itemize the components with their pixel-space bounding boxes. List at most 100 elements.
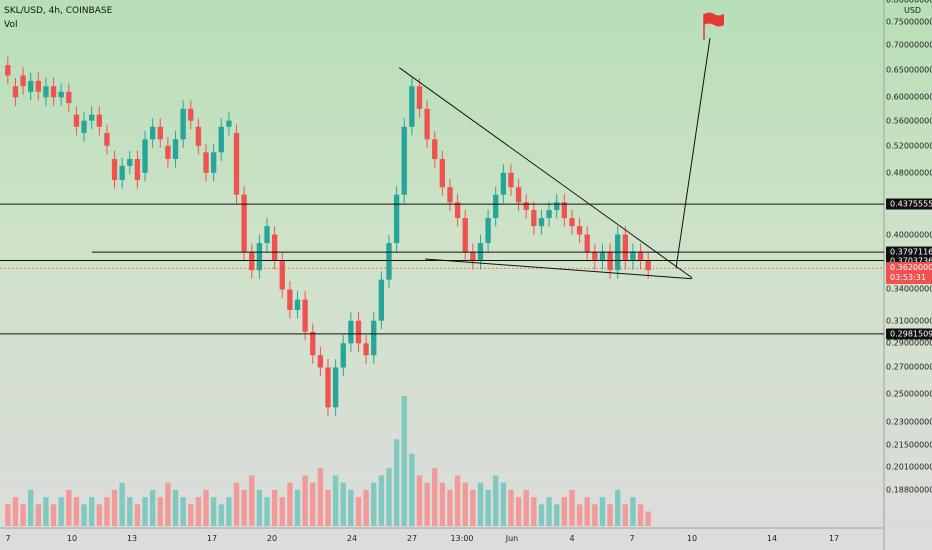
price-axis-tick: 0.20100000	[886, 462, 932, 472]
volume-bar	[188, 504, 194, 526]
candle-countdown: 03:53:31	[890, 273, 926, 283]
time-axis-tick: 10	[686, 534, 698, 543]
candle-body	[515, 187, 522, 203]
candle-body	[96, 114, 102, 127]
volume-bar	[599, 497, 606, 526]
volume-bar	[645, 511, 651, 526]
volume-bar	[264, 497, 270, 526]
candle-body	[188, 108, 194, 121]
volume-bar	[271, 489, 278, 526]
volume-bar	[569, 489, 575, 526]
time-axis-tick: 20	[266, 534, 278, 543]
candle-body	[226, 120, 232, 127]
candle-body	[119, 165, 125, 180]
candle-body	[165, 145, 171, 160]
price-axis-tick: 0.29000000	[886, 338, 932, 348]
candle-body	[157, 126, 163, 140]
candle-body	[493, 194, 499, 219]
volume-bar	[378, 475, 385, 526]
candle-body	[432, 139, 438, 160]
price-axis-tick: 0.18800000	[886, 485, 932, 495]
volume-bar	[35, 504, 41, 526]
volume-bar	[409, 453, 415, 526]
candle-body	[256, 243, 263, 271]
candle-body	[134, 159, 141, 180]
candle-body	[279, 260, 285, 290]
volume-bar	[58, 497, 64, 526]
volume-bar	[477, 482, 484, 526]
candle-body	[241, 194, 247, 252]
volume-bar	[470, 489, 476, 526]
candle-body	[195, 126, 202, 146]
candle-body	[592, 251, 598, 261]
volume-bar	[104, 497, 110, 526]
volume-bar	[302, 475, 308, 526]
volume-bar	[157, 497, 163, 526]
volume-bar	[165, 482, 171, 526]
volume-bar	[203, 489, 209, 526]
candle-body	[454, 202, 461, 219]
price-axis-tick: 0.21500000	[886, 440, 932, 450]
candle-body	[172, 139, 179, 160]
price-axis-tick: 0.34000000	[886, 284, 932, 294]
volume-bar	[546, 497, 552, 526]
volume-bar	[233, 482, 240, 526]
volume-bar	[50, 504, 57, 526]
volume-bar	[12, 497, 19, 526]
candle-body	[363, 343, 369, 356]
breakout-projection-line	[675, 37, 711, 269]
time-axis-tick: 4	[569, 534, 575, 543]
time-axis-tick: 13	[126, 534, 138, 543]
time-axis-tick: 24	[346, 534, 358, 543]
volume-bar	[28, 489, 34, 526]
volume-bar	[508, 489, 514, 526]
volume-bar	[279, 497, 285, 526]
time-axis-tick: 10	[66, 534, 78, 543]
candle-body	[12, 86, 19, 98]
price-axis-tick: 0.60000000	[886, 92, 932, 102]
volume-bar	[127, 497, 133, 526]
candle-body	[5, 65, 11, 76]
candle-body	[554, 202, 560, 211]
candle-body	[142, 139, 148, 173]
candle-body	[500, 172, 507, 195]
time-axis-tick: 27	[406, 534, 418, 543]
volume-bar	[447, 489, 453, 526]
volume-bar	[523, 489, 529, 526]
flag-icon-banner	[704, 12, 724, 27]
wedge-upper-trendline	[398, 67, 693, 279]
volume-bar	[584, 497, 590, 526]
volume-bar	[386, 468, 392, 526]
candle-body	[58, 91, 64, 98]
price-level-badge: 0.43755551	[886, 198, 932, 210]
volume-bar	[287, 482, 293, 526]
volume-bar	[119, 482, 125, 526]
candle-body	[81, 120, 87, 133]
volume-bar	[310, 482, 316, 526]
price-level-badge: 0.29815092	[886, 328, 932, 340]
candle-body	[50, 86, 57, 98]
time-axis-tick: 13:00	[450, 534, 474, 543]
time-axis-tick: 7	[629, 534, 635, 543]
candle-body	[378, 279, 385, 321]
wedge-lower-trendline	[425, 258, 693, 280]
candle-body	[73, 114, 80, 127]
volume-bar	[622, 504, 628, 526]
volume-bar	[226, 497, 232, 526]
volume-bar	[20, 504, 26, 526]
candle-body	[462, 218, 468, 252]
candle-body	[233, 132, 240, 195]
candle-body	[393, 194, 400, 244]
volume-bar	[317, 468, 324, 526]
candle-body	[401, 126, 407, 195]
candle-body	[348, 320, 354, 344]
candle-body	[508, 172, 514, 188]
volume-bar	[355, 497, 362, 526]
candle-body	[409, 86, 415, 127]
volume-bar	[332, 475, 339, 526]
candle-body	[371, 320, 377, 356]
volume-bar	[218, 504, 224, 526]
volume-bar	[340, 482, 346, 526]
